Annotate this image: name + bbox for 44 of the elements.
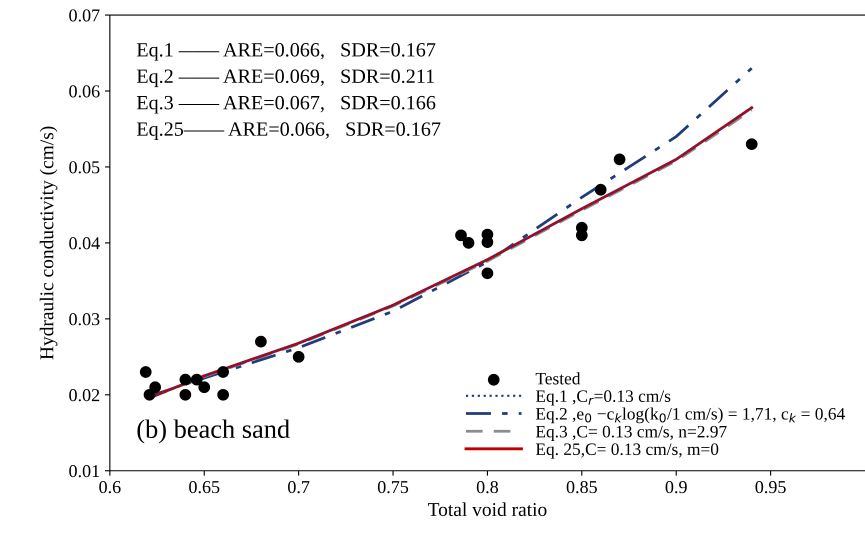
y-tick-label: 0.04 xyxy=(69,237,100,250)
point xyxy=(455,229,467,242)
point xyxy=(140,366,152,378)
point xyxy=(217,366,229,378)
y-tick-label: 0.06 xyxy=(69,85,100,98)
legend-label: Eq. 25,C= 0.13 cm/s, m=0 xyxy=(536,443,718,459)
x-tick-label: 0.8 xyxy=(476,480,498,494)
x-tick-label: 0.7 xyxy=(288,480,310,494)
point xyxy=(594,184,607,196)
annotation: Eq.3 —— ARE=0.067, SDR=0.166 xyxy=(136,96,436,114)
legend-label: Eq.3 ,C= 0.13 cm/s, n=2.97 xyxy=(536,426,727,442)
x-tick-label: 0.9 xyxy=(666,480,687,494)
point xyxy=(180,374,192,386)
x-tick-label: 0.75 xyxy=(378,480,408,494)
y-axis-title: Hydraulic conductivity (cm/s) xyxy=(40,126,58,360)
annotation: Eq.1 —— ARE=0.066, SDR=0.167 xyxy=(136,42,436,61)
point xyxy=(198,381,210,394)
point xyxy=(255,336,267,348)
annotation: Eq.2 —— ARE=0.069, SDR=0.211 xyxy=(136,69,434,88)
x-tick-label: 0.95 xyxy=(755,480,786,494)
x-tick-label: 0.65 xyxy=(189,480,220,494)
x-tick-label: 0.6 xyxy=(99,480,121,494)
legend-label: Tested xyxy=(536,372,580,384)
y-tick-label: 0.05 xyxy=(69,161,100,174)
y-tick-label: 0.02 xyxy=(69,389,100,402)
x-axis-title: Total void ratio xyxy=(428,502,546,516)
point xyxy=(292,350,304,363)
point xyxy=(190,374,203,386)
point xyxy=(180,388,192,401)
y-tick-label: 0.03 xyxy=(69,313,100,326)
point xyxy=(462,237,474,249)
point xyxy=(614,154,626,166)
y-tick-label: 0.07 xyxy=(69,9,100,22)
point xyxy=(482,267,494,280)
legend-label: Eq.1 ,C$_{r}$=0.13 cm/s xyxy=(536,390,670,406)
y-tick-label: 0.01 xyxy=(69,465,100,478)
point xyxy=(149,381,162,394)
annotation: (b) beach sand xyxy=(137,419,290,444)
annotation: Eq.25—— ARE=0.066, SDR=0.167 xyxy=(136,122,440,140)
x-tick-label: 0.85 xyxy=(566,480,597,494)
point xyxy=(746,138,758,150)
text: Eq.2 ,e$_{0}$ −c$_{k}$log(k$_{0}$/1 cm/s) = 1,71, c$_{k}$ = 0,64 xyxy=(536,407,845,424)
point xyxy=(217,388,229,401)
point xyxy=(144,388,156,401)
